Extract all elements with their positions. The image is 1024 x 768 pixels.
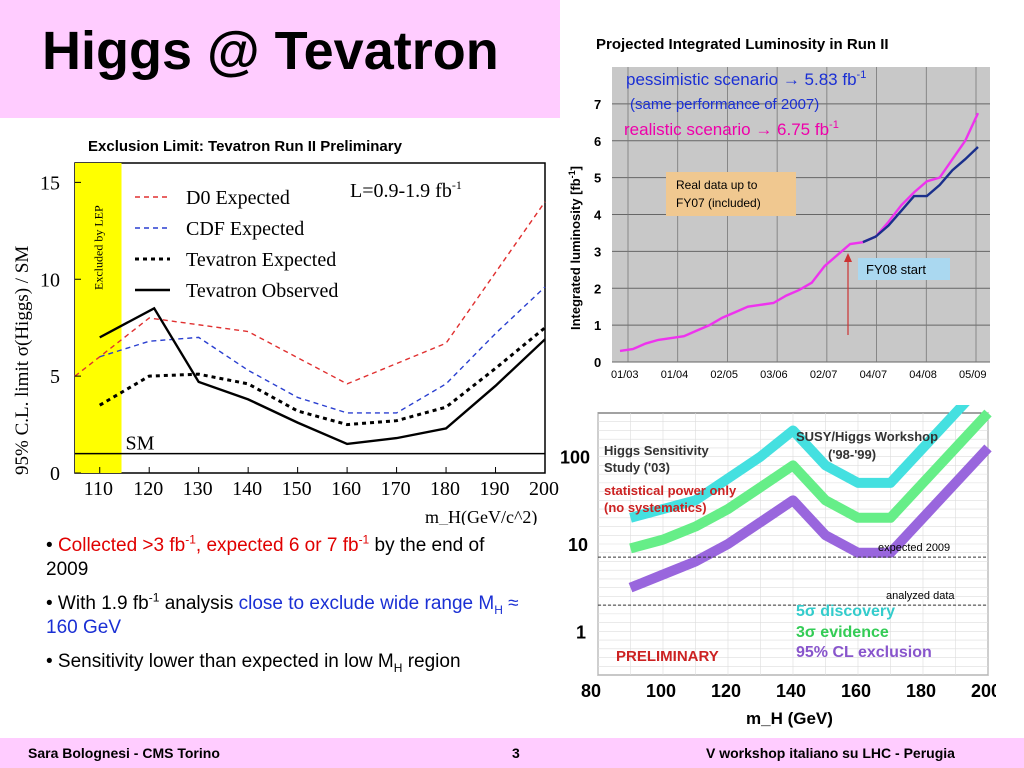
sens-x-tick-label: 180 (906, 681, 936, 701)
excl-x-tick-label: 110 (84, 478, 113, 500)
lumi-x-tick-label: 01/04 (661, 369, 689, 381)
preliminary-label: PRELIMINARY (616, 648, 719, 665)
excl-x-tick-label: 140 (232, 478, 262, 500)
sens-y-tick-label: 10 (568, 535, 588, 555)
title-banner (0, 0, 560, 118)
lumi-y-tick-label: 2 (594, 281, 601, 296)
legend-5sigma: 5σ discovery (796, 603, 895, 620)
footer-event: V workshop italiano su LHC - Perugia (706, 745, 955, 761)
sensitivity-chart: expected 2009 analyzed data Higgs Sensit… (560, 405, 996, 728)
lep-band-label: Excluded by LEP (91, 205, 105, 290)
excl-y-tick-label: 15 (40, 172, 60, 194)
lumi-x-tick-label: 04/07 (860, 369, 888, 381)
excl-x-tick-label: 160 (331, 478, 361, 500)
excl-legend-label: Tevatron Expected (186, 249, 336, 271)
excl-y-tick-label: 5 (50, 366, 60, 388)
fy08-label: FY08 start (866, 262, 926, 277)
excl-x-tick-label: 120 (133, 478, 163, 500)
sens-band-2 (628, 444, 992, 593)
excl-y-axis-label: 95% C.L. limit σ(Higgs) / SM (12, 246, 33, 475)
excl-x-tick-label: 150 (282, 478, 312, 500)
lumi-y-tick-label: 7 (594, 97, 601, 112)
excl-legend-label: CDF Expected (186, 218, 304, 240)
excl-legend-label: D0 Expected (186, 187, 290, 209)
footer-bar: Sara Bolognesi - CMS Torino 3 V workshop… (0, 738, 1024, 768)
excl-x-tick-label: 200 (529, 478, 559, 500)
lumi-x-tick-label: 05/09 (959, 369, 987, 381)
sens-x-tick-label: 100 (646, 681, 676, 701)
fy08-box (858, 258, 950, 280)
sens-y-tick-label: 1 (576, 622, 586, 642)
sens-band-0 (629, 405, 970, 523)
stat-power-line1: statistical power only (604, 483, 737, 498)
excl-series-tevatron-expected (98, 326, 546, 427)
lumi-x-tick-label: 04/08 (909, 369, 937, 381)
pessimistic-label: pessimistic scenario → 5.83 fb-1 (626, 69, 866, 89)
luminosity-annotation: L=0.9-1.9 fb-1 (350, 178, 462, 202)
stat-power-line2: (no systematics) (604, 500, 707, 515)
lumi-x-tick-label: 03/06 (760, 369, 788, 381)
excl-series-d0-expected (74, 201, 546, 385)
expected-2009-label: expected 2009 (878, 542, 950, 554)
footer-author: Sara Bolognesi - CMS Torino (28, 745, 220, 761)
sens-x-tick-label: 200 (971, 681, 996, 701)
sm-label: SM (126, 433, 155, 455)
lumi-series-realistic (619, 112, 980, 353)
bullet-2: • With 1.9 fb-1 analysis close to exclud… (46, 590, 519, 638)
footer-page-number: 3 (512, 745, 520, 761)
lep-excluded-band (75, 163, 122, 473)
sens-band-1 (629, 409, 992, 554)
excl-x-tick-label: 190 (480, 478, 510, 500)
legend-3sigma: 3σ evidence (796, 624, 889, 641)
excl-y-tick-label: 0 (50, 463, 60, 485)
lumi-y-tick-label: 1 (594, 318, 601, 333)
realistic-label: realistic scenario → 6.75 fb-1 (624, 119, 839, 139)
excl-legend-label: Tevatron Observed (186, 280, 338, 302)
sens-x-tick-label: 140 (776, 681, 806, 701)
sens-x-tick-label: 160 (841, 681, 871, 701)
lumi-x-tick-label: 01/03 (611, 369, 639, 381)
sens-y-tick-label: 100 (560, 448, 590, 468)
exclusion-limit-chart: Excluded by LEP 110 120 130 140 150 160 170 180… (12, 162, 559, 525)
sens-x-axis-label: m_H (GeV) (746, 709, 833, 728)
excl-series-tevatron-observed (99, 306, 546, 446)
lumi-y-axis-label: Integrated luminosity [fb-1] (567, 166, 583, 330)
lumi-y-tick-label: 5 (594, 171, 601, 186)
sens-study-line1: Higgs Sensitivity (604, 443, 710, 458)
excl-x-tick-label: 180 (430, 478, 460, 500)
right-chart-caption: Projected Integrated Luminosity in Run I… (596, 36, 889, 53)
pessimistic-note: (same performance of 2007) (630, 96, 819, 113)
analyzed-data-label: analyzed data (886, 590, 955, 602)
lumi-y-tick-label: 6 (594, 134, 601, 149)
excl-x-axis-label: m_H(GeV/c^2) (425, 507, 537, 525)
susy-workshop-line2: ('98-'99) (828, 447, 876, 462)
real-data-line1: Real data up to (676, 178, 758, 192)
susy-workshop-line1: SUSY/Higgs Workshop (796, 429, 938, 444)
lumi-x-tick-label: 02/07 (810, 369, 838, 381)
legend-95cl: 95% CL exclusion (796, 644, 932, 661)
bullet-3: • Sensitivity lower than expected in low… (46, 651, 461, 675)
bullet-1: • Collected >3 fb-1, expected 6 or 7 fb-… (46, 532, 485, 580)
lumi-y-tick-label: 3 (594, 244, 601, 259)
excl-y-tick-label: 10 (40, 269, 60, 291)
sens-x-tick-label: 80 (581, 681, 601, 701)
real-data-box (666, 172, 796, 216)
real-data-line2: FY07 (included) (676, 196, 761, 210)
sens-x-tick-label: 120 (711, 681, 741, 701)
sens-study-line2: Study ('03) (604, 460, 670, 475)
lumi-y-tick-label: 4 (594, 208, 602, 223)
excl-x-tick-label: 130 (183, 478, 213, 500)
fy08-arrow-head (844, 253, 852, 262)
excl-plot-frame (74, 162, 546, 474)
bullet-list: • Collected >3 fb-1, expected 6 or 7 fb-… (46, 534, 526, 684)
lumi-x-tick-label: 02/05 (710, 369, 738, 381)
left-chart-caption: Exclusion Limit: Tevatron Run II Prelimi… (88, 138, 402, 155)
lumi-y-tick-label: 0 (594, 355, 601, 370)
excl-x-tick-label: 170 (381, 478, 411, 500)
lumi-series-pessimistic (862, 146, 979, 244)
luminosity-chart: 0 1 2 3 4 5 6 7 01/03 01/04 02/05 03/06 02/07 04/07 04… (567, 67, 990, 381)
slide-title: Higgs @ Tevatron (42, 21, 499, 81)
